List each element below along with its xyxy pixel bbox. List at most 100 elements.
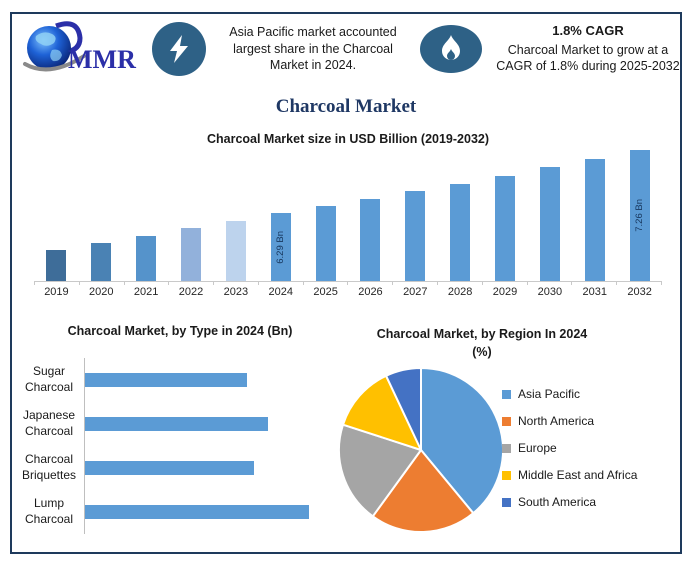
- axis-tick: [34, 282, 80, 285]
- page-title: Charcoal Market: [275, 96, 417, 117]
- type-row: Japanese Charcoal: [14, 402, 346, 446]
- mmr-logo: MMR: [22, 20, 144, 78]
- globe-logo-icon: MMR: [23, 21, 136, 74]
- axis-tick: [572, 282, 618, 285]
- bar-2026: [360, 198, 381, 281]
- year-label-2032: 2032: [627, 286, 652, 298]
- header-highlight-text: Asia Pacific market accounted largest sh…: [229, 25, 397, 73]
- bar-2025: [315, 206, 336, 281]
- legend-item-north-america: North America: [502, 414, 637, 428]
- axis-tick: [304, 282, 349, 285]
- pie-slice-europe: [338, 423, 422, 518]
- type-bar-track: [84, 417, 346, 431]
- axis-tick: [259, 282, 304, 285]
- type-label: Sugar Charcoal: [24, 364, 74, 394]
- legend-item-asia-pacific: Asia Pacific: [502, 387, 637, 401]
- axis-tick: [438, 282, 483, 285]
- legend-marker-icon: [502, 470, 511, 480]
- legend-label: North America: [518, 414, 595, 428]
- bar-column-2021: [124, 150, 169, 281]
- type-label: Charcoal Briquettes: [21, 452, 77, 482]
- year-label-2019: 2019: [44, 286, 69, 298]
- year-label-2025: 2025: [313, 286, 338, 298]
- header-cagr-block: 1.8% CAGR Charcoal Market to grow at a C…: [490, 23, 686, 74]
- axis-tick: [617, 282, 662, 285]
- bar-column-2020: [79, 150, 124, 281]
- year-label-2030: 2030: [537, 286, 563, 298]
- pie-slice-middle-east-and-africa: [342, 374, 422, 451]
- bar-column-2030: [527, 150, 572, 281]
- pie-title-line2: (%): [472, 344, 492, 359]
- pie-chart-title: Charcoal Market, by Region In 2024 (%): [322, 326, 642, 361]
- axis-tick: [393, 282, 439, 285]
- bar-column-2022: [169, 150, 214, 281]
- type-bar-sugar-charcoal: [85, 373, 248, 387]
- annual-bars-row: 6.29 Bn 7.26 Bn: [34, 150, 662, 282]
- flame-icon: [420, 25, 482, 73]
- bar-value-label-2032: 7.26 Bn: [634, 199, 646, 233]
- type-row: Sugar Charcoal: [14, 358, 346, 402]
- year-label-2022: 2022: [178, 286, 204, 298]
- axis-tick: [483, 282, 528, 285]
- bar-2021: [136, 235, 157, 281]
- legend-marker-icon: [502, 497, 511, 507]
- outer-frame: MMR Asia Pacific market accounted larges…: [10, 12, 682, 554]
- type-bar-chart: Charcoal Market, by Type in 2024 (Bn) Su…: [14, 324, 346, 534]
- type-chart-title: Charcoal Market, by Type in 2024 (Bn): [67, 324, 293, 338]
- type-bar-charcoal-briquettes: [85, 461, 255, 475]
- type-label: Japanese Charcoal: [22, 408, 76, 438]
- year-label-2027: 2027: [403, 286, 428, 298]
- legend-marker-icon: [502, 443, 511, 453]
- legend-label: Asia Pacific: [518, 387, 581, 401]
- pie-slice-north-america: [371, 449, 475, 533]
- bar-column-2027: [393, 150, 438, 281]
- bar-column-2031: [572, 150, 617, 281]
- type-rows: Sugar Charcoal Japanese Charcoal Charcoal …: [14, 358, 346, 534]
- bar-2029: [495, 175, 516, 281]
- bar-2023: [225, 221, 246, 281]
- year-label-2024: 2024: [268, 286, 293, 298]
- bar-2031: [584, 158, 605, 281]
- pie-title-line1: Charcoal Market, by Region In 2024: [376, 327, 588, 341]
- type-row: Lump Charcoal: [14, 490, 346, 534]
- axis-tick: [528, 282, 573, 285]
- axis-tick: [214, 282, 259, 285]
- lightning-icon: [152, 22, 206, 76]
- bar-2024: 6.29 Bn: [270, 213, 291, 281]
- legend-item-middle-east-and-africa: Middle East and Africa: [502, 468, 638, 482]
- year-label-2026: 2026: [358, 286, 383, 298]
- bar-2030: [539, 167, 560, 281]
- year-label-2023: 2023: [223, 286, 249, 298]
- bar-2028: [450, 183, 471, 281]
- year-label-2029: 2029: [492, 286, 518, 298]
- legend-label: Middle East and Africa: [518, 468, 638, 482]
- type-bar-track: [84, 505, 346, 519]
- bar-column-2019: [34, 150, 79, 281]
- bar-column-2023: [213, 150, 258, 281]
- type-bar-lump-charcoal: [85, 505, 310, 519]
- year-label-2028: 2028: [447, 286, 473, 298]
- annual-axis-ticks: [34, 282, 662, 285]
- pie-legend: Asia Pacific North America Europe Middle Ea…: [502, 387, 638, 509]
- axis-tick: [348, 282, 394, 285]
- legend-item-south-america: South America: [502, 495, 637, 509]
- annual-bar-chart: Charcoal Market size in USD Billion (201…: [34, 132, 662, 298]
- legend-label: Europe: [518, 441, 557, 455]
- pie-slice-asia-pacific: [420, 367, 504, 515]
- region-pie-chart: [338, 367, 504, 533]
- cagr-title: 1.8% CAGR: [552, 23, 624, 39]
- bar-value-label-2024: 6.29 Bn: [275, 230, 287, 264]
- legend-label: South America: [518, 495, 597, 509]
- bar-column-2025: [303, 150, 348, 281]
- bar-2027: [405, 191, 426, 281]
- legend-marker-icon: [502, 389, 511, 399]
- pie-slice-south-america: [385, 367, 422, 451]
- axis-tick: [169, 282, 215, 285]
- type-bar-track: [84, 461, 346, 475]
- bar-column-2026: [348, 150, 393, 281]
- annual-axis-labels: 2019 2020 2021 2022 2023 2024 2025 2026 2027 2028…: [34, 286, 662, 298]
- bar-column-2028: [438, 150, 483, 281]
- year-label-2021: 2021: [133, 286, 159, 298]
- annual-chart-title: Charcoal Market size in USD Billion (201…: [206, 132, 490, 146]
